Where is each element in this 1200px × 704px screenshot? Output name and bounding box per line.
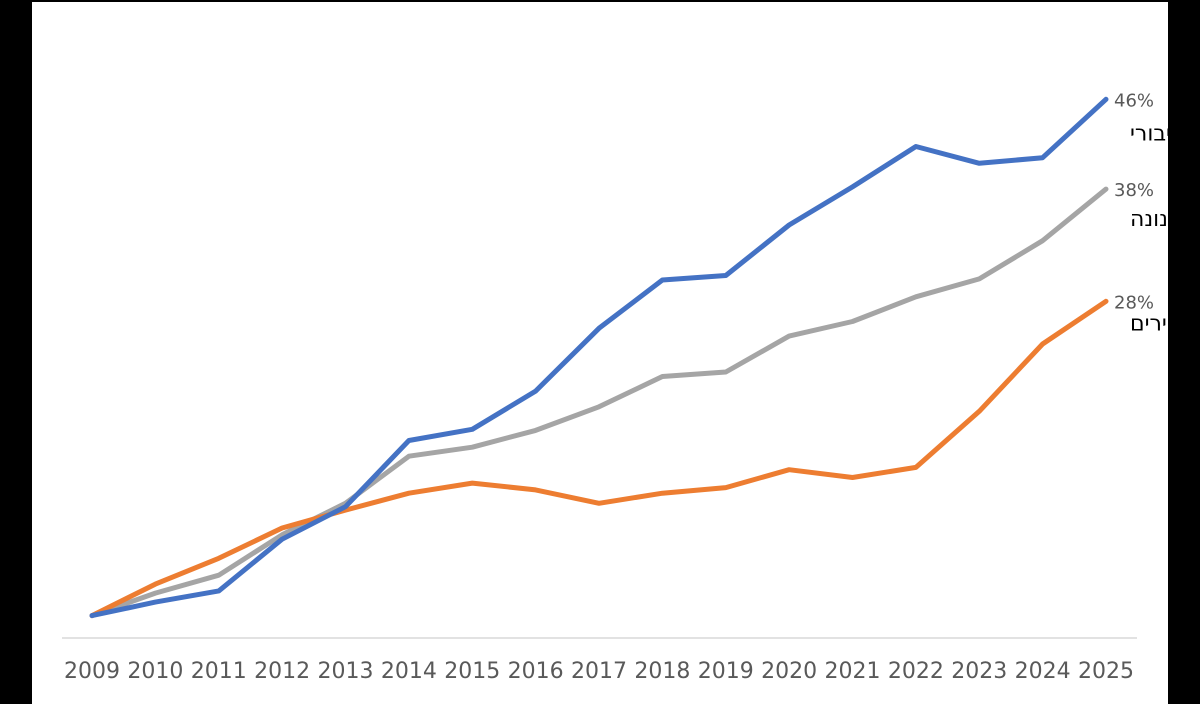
x-tick-label: 2009	[64, 659, 120, 684]
x-tick-label: 2017	[571, 659, 627, 684]
series-end-label: 28%	[1114, 292, 1154, 313]
x-tick-labels: 2009 2010 2011 2012 2013 2014 2015 2016 2017 2018…	[64, 659, 1134, 684]
x-tick-label: 2018	[634, 659, 690, 684]
line-chart: 2009 2010 2011 2012 2013 2014 2015 2016 2017 2018…	[62, 90, 1168, 684]
series-end-label: 46%	[1114, 90, 1154, 111]
series-line-1	[89, 186, 1109, 619]
x-tick-label: 2013	[318, 659, 374, 684]
x-tick-label: 2021	[825, 659, 881, 684]
x-tick-label: 2019	[698, 659, 754, 684]
series-name-label: שכר ציבורי	[1130, 121, 1168, 146]
x-tick-label: 2025	[1078, 659, 1134, 684]
series-end-label: 38%	[1114, 180, 1154, 201]
x-tick-label: 2014	[381, 659, 437, 684]
series-name-label: סה"כ ארנונה	[1130, 207, 1168, 232]
series-layer	[89, 96, 1109, 619]
series-line-0	[89, 96, 1109, 619]
x-tick-label: 2015	[444, 659, 500, 684]
series-line-2	[89, 298, 1109, 619]
x-tick-label: 2016	[508, 659, 564, 684]
x-tick-label: 2011	[191, 659, 247, 684]
x-tick-label: 2024	[1015, 659, 1071, 684]
x-tick-label: 2020	[761, 659, 817, 684]
x-tick-label: 2010	[127, 659, 183, 684]
series-labels: 46% שכר ציבורי 38% סה"כ ארנונה 28%מדד מחירים	[1114, 90, 1168, 336]
x-tick-label: 2023	[951, 659, 1007, 684]
x-tick-label: 2022	[888, 659, 944, 684]
chart-frame: 2009 2010 2011 2012 2013 2014 2015 2016 2017 2018…	[32, 2, 1168, 704]
series-name-label: מדד מחירים	[1130, 311, 1168, 336]
x-tick-label: 2012	[254, 659, 310, 684]
